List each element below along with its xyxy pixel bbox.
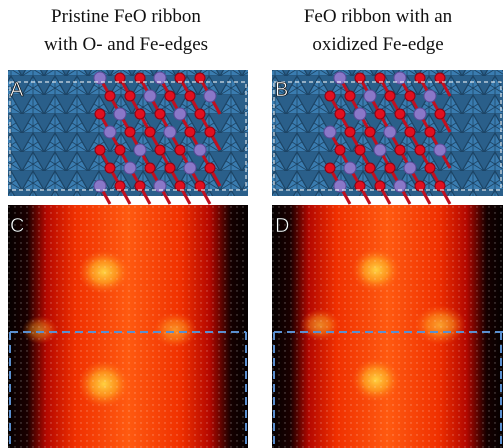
column-title: Pristine FeO ribbon [51, 6, 201, 27]
atom [144, 90, 156, 102]
atom [95, 145, 105, 155]
column-title: with O- and Fe-edges [44, 34, 208, 55]
stm-panel [272, 205, 503, 448]
atom [415, 145, 425, 155]
atom [145, 127, 155, 137]
atom [425, 163, 435, 173]
atom [385, 163, 395, 173]
atom [364, 90, 376, 102]
atom [324, 126, 336, 138]
panel-label: D [275, 215, 289, 237]
atom [105, 163, 115, 173]
atom [204, 90, 216, 102]
atom [435, 109, 445, 119]
atom [414, 108, 426, 120]
atom [344, 162, 356, 174]
atom [205, 163, 215, 173]
panel-label: A [10, 79, 24, 101]
atom [395, 145, 405, 155]
atom [375, 109, 385, 119]
panel-label: C [10, 215, 24, 237]
atom [354, 108, 366, 120]
atom [365, 163, 375, 173]
atom [434, 144, 446, 156]
atom [425, 127, 435, 137]
atom [404, 162, 416, 174]
atom [325, 163, 335, 173]
atom [335, 145, 345, 155]
atom [385, 91, 395, 101]
atom [125, 127, 135, 137]
atom [395, 109, 405, 119]
atom [345, 127, 355, 137]
column-title: FeO ribbon with an [304, 6, 453, 27]
atom [114, 108, 126, 120]
atom [185, 127, 195, 137]
atom [145, 163, 155, 173]
atom [164, 126, 176, 138]
atom [135, 109, 145, 119]
atom [365, 127, 375, 137]
atom [165, 163, 175, 173]
panel-label: B [275, 79, 288, 101]
atom [185, 91, 195, 101]
atom [155, 145, 165, 155]
atom [165, 91, 175, 101]
atom [155, 109, 165, 119]
atom [424, 90, 436, 102]
atom [405, 91, 415, 101]
atom [124, 162, 136, 174]
atom [345, 91, 355, 101]
atom [134, 144, 146, 156]
atom [384, 126, 396, 138]
atom [105, 91, 115, 101]
structure-panel [8, 70, 248, 204]
stm-panel [8, 205, 248, 448]
atom [115, 145, 125, 155]
atom [175, 145, 185, 155]
atom [195, 109, 205, 119]
atom [405, 127, 415, 137]
column-title: oxidized Fe-edge [312, 34, 443, 55]
atom [355, 145, 365, 155]
atom [335, 109, 345, 119]
structure-panel [272, 70, 503, 204]
atom [184, 162, 196, 174]
atom [205, 127, 215, 137]
atom [374, 144, 386, 156]
atom [174, 108, 186, 120]
atom [104, 126, 116, 138]
atom [325, 91, 335, 101]
atom [125, 91, 135, 101]
atom [95, 109, 105, 119]
figure: Pristine FeO ribbon with O- and Fe-edges… [0, 0, 503, 448]
atom [194, 144, 206, 156]
